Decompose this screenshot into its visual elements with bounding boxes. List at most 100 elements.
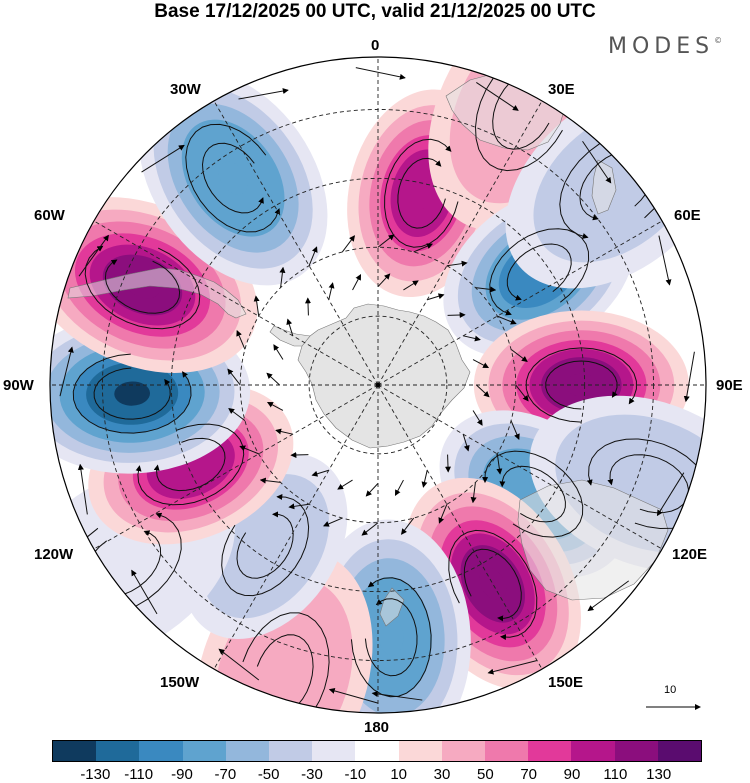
streamline — [474, 57, 571, 172]
colorbar-segment — [614, 741, 658, 761]
wind-arrow — [227, 368, 241, 386]
wind-arrow — [413, 243, 433, 253]
wind-arrow — [683, 351, 695, 403]
colorbar-tick-label: 10 — [390, 766, 407, 783]
wind-arrow — [394, 479, 404, 497]
colorbar-tick-label: 70 — [520, 766, 537, 783]
wind-arrow — [377, 234, 395, 248]
anomaly-core — [378, 619, 404, 656]
wind-arrow — [472, 359, 490, 369]
wind-arrow — [438, 504, 448, 524]
colorbar-segment — [571, 741, 615, 761]
colorbar-tick-label: -110 — [124, 766, 154, 783]
streamline — [506, 243, 572, 301]
colorbar-segment — [53, 741, 97, 761]
meridian-line — [93, 220, 379, 386]
lon-label-180: 180 — [364, 719, 390, 736]
wind-arrow — [218, 648, 260, 681]
colorbar-tick-label: 90 — [563, 766, 581, 783]
streamline — [93, 367, 171, 420]
colorbar-segment — [657, 741, 702, 761]
streamline — [242, 612, 330, 713]
wind-arrow — [470, 482, 477, 504]
wind-arrow — [228, 408, 246, 422]
wind-arrow — [361, 522, 379, 536]
wind-arrow — [582, 140, 612, 184]
wind-arrow — [587, 580, 630, 612]
wind-arrow — [472, 410, 483, 426]
wind-arrow — [377, 273, 391, 287]
wind-arrow — [290, 452, 309, 459]
wind-arrow — [78, 234, 109, 277]
wind-arrow — [59, 346, 74, 397]
streamline — [384, 138, 459, 248]
streamline — [350, 577, 432, 698]
south-pole-marker — [375, 382, 381, 388]
wind-arrow — [355, 67, 406, 80]
meridian-line — [213, 100, 379, 386]
anomaly-core — [114, 381, 151, 406]
streamline — [104, 259, 181, 314]
meridian-line — [93, 384, 379, 550]
wind-arrow — [510, 420, 520, 440]
wind-arrow — [239, 445, 259, 455]
colorbar-tick-label: -30 — [301, 766, 323, 783]
colorbar-segment — [528, 741, 572, 761]
colorbar-tick-label: 50 — [476, 766, 494, 783]
streamline — [135, 423, 245, 506]
streamline — [525, 347, 637, 423]
colorbar-tick-label: -70 — [214, 766, 237, 783]
wind-arrow — [341, 235, 355, 253]
latitude-circle — [308, 315, 448, 455]
colorbar-segment — [355, 741, 399, 761]
colorbar-segment — [96, 741, 140, 761]
anomaly-core — [479, 567, 507, 600]
wind-arrow — [337, 479, 353, 490]
streamline — [499, 465, 566, 523]
map-border — [49, 56, 707, 714]
anomaly-core — [218, 161, 248, 195]
colorbar-tick-label: 110 — [603, 766, 628, 783]
colorbar-segment — [225, 741, 270, 761]
streamline — [236, 511, 294, 579]
wind-arrow — [141, 144, 185, 173]
anomaly-core — [630, 469, 669, 498]
meridian-line — [377, 100, 543, 386]
latitude-circle — [239, 246, 517, 524]
lon-label-60e: 60E — [674, 207, 701, 224]
streamline — [221, 493, 310, 597]
reference-vector-value: 10 — [664, 684, 677, 696]
lon-label-150w: 150W — [160, 674, 200, 691]
colorbar-segment — [441, 741, 486, 761]
colorbar-segment — [485, 741, 529, 761]
brand-mark: © — [714, 36, 723, 45]
madagascar — [591, 159, 617, 215]
wind-arrow — [236, 330, 246, 350]
streamline — [364, 598, 418, 677]
wind-arrow — [131, 569, 158, 615]
wind-arrow — [323, 517, 343, 527]
wind-arrow — [279, 266, 286, 288]
brand-text: MODES — [608, 34, 715, 59]
streamline — [72, 353, 192, 434]
anomaly-core — [410, 177, 434, 210]
meridian-line — [377, 384, 543, 670]
streamline — [448, 529, 538, 641]
wind-arrow — [238, 88, 289, 100]
wind-arrow — [401, 517, 415, 535]
wind-arrow — [275, 428, 293, 435]
wind-arrow — [475, 286, 497, 293]
lon-label-150e: 150E — [548, 674, 584, 691]
lon-label-0: 0 — [371, 37, 380, 54]
streamline — [256, 634, 314, 713]
lon-label-120e: 120E — [672, 546, 708, 563]
colorbar-tick-label: 30 — [433, 766, 451, 783]
colorbar-segment — [312, 741, 356, 761]
lon-label-30w: 30W — [170, 81, 201, 98]
wind-arrow — [266, 401, 284, 411]
wind-arrow — [273, 344, 284, 360]
wind-arrow — [259, 477, 281, 484]
streamline — [185, 123, 281, 233]
wind-arrow — [311, 469, 329, 477]
wind-arrow — [447, 311, 466, 318]
